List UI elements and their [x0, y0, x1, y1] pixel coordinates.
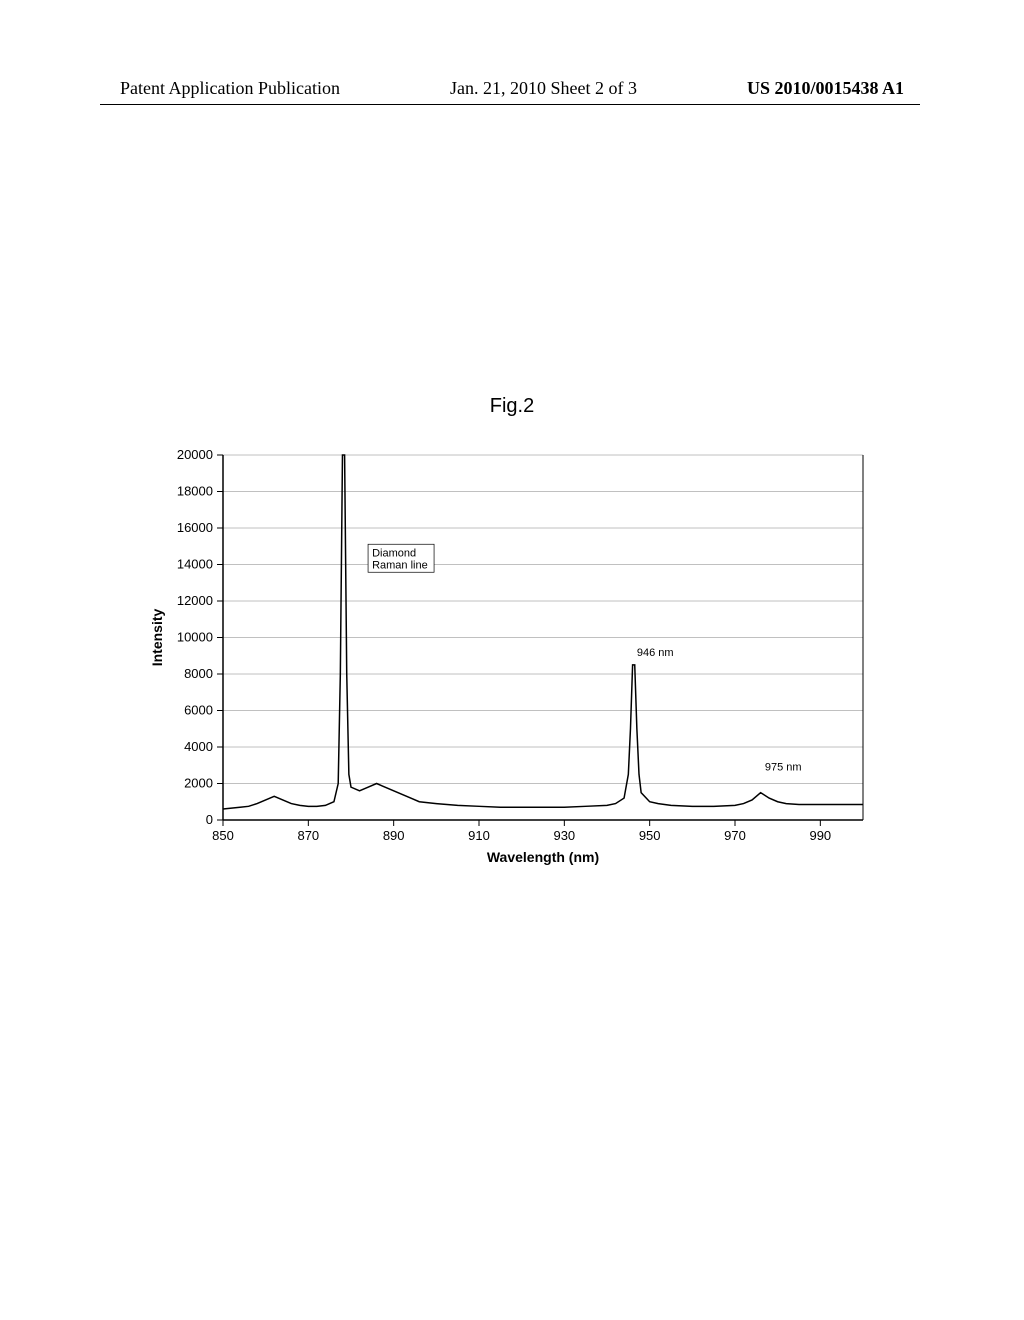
svg-text:8000: 8000 — [184, 666, 213, 681]
svg-text:12000: 12000 — [177, 593, 213, 608]
header-divider — [100, 104, 920, 105]
svg-text:18000: 18000 — [177, 484, 213, 499]
svg-text:Diamond: Diamond — [372, 547, 416, 559]
svg-text:20000: 20000 — [177, 447, 213, 462]
svg-text:975 nm: 975 nm — [765, 762, 802, 774]
svg-text:850: 850 — [212, 828, 234, 843]
svg-text:16000: 16000 — [177, 520, 213, 535]
svg-text:890: 890 — [383, 828, 405, 843]
svg-text:14000: 14000 — [177, 557, 213, 572]
svg-text:950: 950 — [639, 828, 661, 843]
svg-text:4000: 4000 — [184, 739, 213, 754]
header-right: US 2010/0015438 A1 — [747, 78, 904, 99]
svg-text:10000: 10000 — [177, 630, 213, 645]
svg-text:970: 970 — [724, 828, 746, 843]
svg-text:2000: 2000 — [184, 776, 213, 791]
page-header: Patent Application Publication Jan. 21, … — [0, 78, 1024, 99]
svg-text:990: 990 — [809, 828, 831, 843]
svg-text:0: 0 — [206, 812, 213, 827]
svg-text:6000: 6000 — [184, 703, 213, 718]
chart-svg: 0 2000 4000 6000 8000 10000 12000 14000 16000 180… — [148, 440, 878, 870]
svg-text:Intensity: Intensity — [149, 609, 165, 667]
svg-text:946 nm: 946 nm — [637, 647, 674, 659]
svg-text:910: 910 — [468, 828, 490, 843]
header-left: Patent Application Publication — [120, 78, 340, 99]
svg-text:930: 930 — [553, 828, 575, 843]
svg-text:Wavelength (nm): Wavelength (nm) — [487, 849, 599, 865]
spectrum-chart: 0 2000 4000 6000 8000 10000 12000 14000 16000 180… — [148, 440, 878, 870]
svg-text:870: 870 — [297, 828, 319, 843]
figure-title: Fig.2 — [0, 395, 1024, 418]
svg-text:Raman line: Raman line — [372, 559, 428, 571]
header-center: Jan. 21, 2010 Sheet 2 of 3 — [450, 78, 637, 99]
